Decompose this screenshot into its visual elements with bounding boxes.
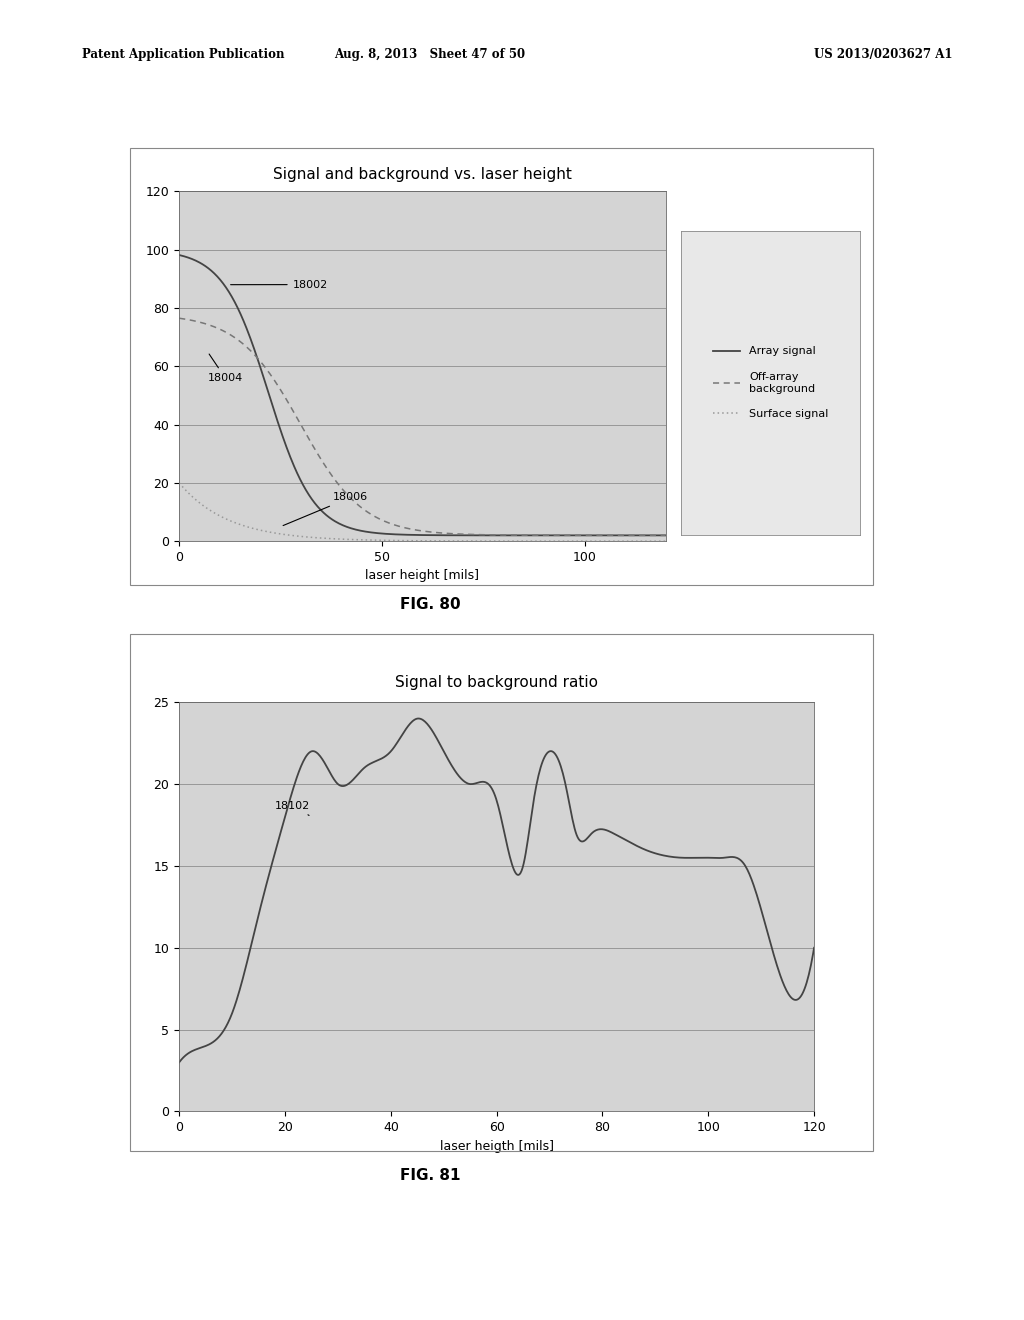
Text: 18004: 18004	[208, 354, 243, 383]
Text: 18006: 18006	[283, 492, 369, 525]
X-axis label: laser heigth [mils]: laser heigth [mils]	[439, 1139, 554, 1152]
Text: Signal to background ratio: Signal to background ratio	[395, 675, 598, 690]
Legend: Array signal, Off-array
background, Surface signal: Array signal, Off-array background, Surf…	[707, 341, 835, 425]
Text: FIG. 80: FIG. 80	[399, 597, 461, 611]
Text: Signal and background vs. laser height: Signal and background vs. laser height	[273, 166, 571, 182]
Text: FIG. 81: FIG. 81	[399, 1168, 461, 1183]
Text: 18102: 18102	[274, 801, 309, 816]
Text: Patent Application Publication: Patent Application Publication	[82, 48, 285, 61]
Text: 18002: 18002	[230, 280, 328, 289]
Text: Aug. 8, 2013   Sheet 47 of 50: Aug. 8, 2013 Sheet 47 of 50	[335, 48, 525, 61]
X-axis label: laser height [mils]: laser height [mils]	[366, 569, 479, 582]
Text: US 2013/0203627 A1: US 2013/0203627 A1	[814, 48, 952, 61]
